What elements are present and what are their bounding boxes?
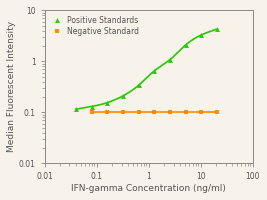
Negative Standard xyxy=(153,111,156,114)
Y-axis label: Median Fluorescent Intensity: Median Fluorescent Intensity xyxy=(7,21,16,152)
Negative Standard xyxy=(168,111,172,114)
Positive Standards xyxy=(137,84,140,86)
X-axis label: IFN-gamma Concentration (ng/ml): IFN-gamma Concentration (ng/ml) xyxy=(71,184,226,193)
Positive Standards xyxy=(153,70,156,72)
Line: Positive Standards: Positive Standards xyxy=(73,27,219,112)
Line: Negative Standard: Negative Standard xyxy=(89,110,219,114)
Positive Standards xyxy=(106,101,109,104)
Negative Standard xyxy=(184,111,187,114)
Positive Standards xyxy=(74,108,77,110)
Negative Standard xyxy=(200,111,203,114)
Negative Standard xyxy=(215,111,219,114)
Positive Standards xyxy=(200,34,203,36)
Positive Standards xyxy=(184,44,187,46)
Negative Standard xyxy=(90,111,93,114)
Positive Standards xyxy=(215,28,219,30)
Legend: Positive Standards, Negative Standard: Positive Standards, Negative Standard xyxy=(48,14,140,37)
Positive Standards xyxy=(168,58,172,61)
Positive Standards xyxy=(121,95,125,97)
Positive Standards xyxy=(90,105,93,108)
Negative Standard xyxy=(106,111,109,114)
Negative Standard xyxy=(137,111,140,114)
Negative Standard xyxy=(121,111,125,114)
